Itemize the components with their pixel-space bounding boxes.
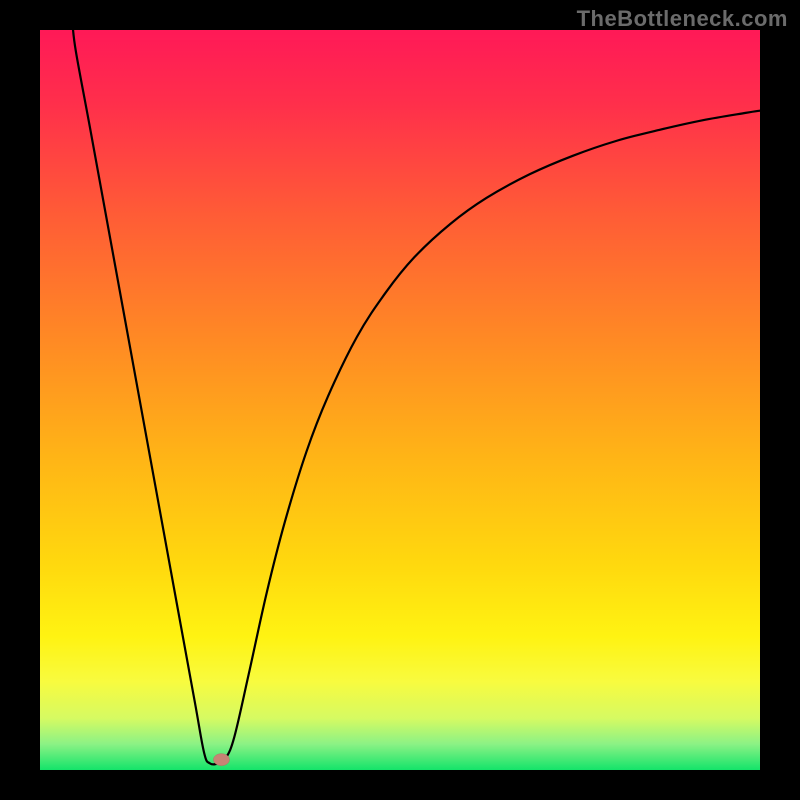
chart-container: TheBottleneck.com xyxy=(0,0,800,800)
optimum-marker xyxy=(213,754,229,766)
gradient-background xyxy=(40,30,760,770)
bottleneck-chart xyxy=(0,0,800,800)
watermark-text: TheBottleneck.com xyxy=(577,6,788,32)
